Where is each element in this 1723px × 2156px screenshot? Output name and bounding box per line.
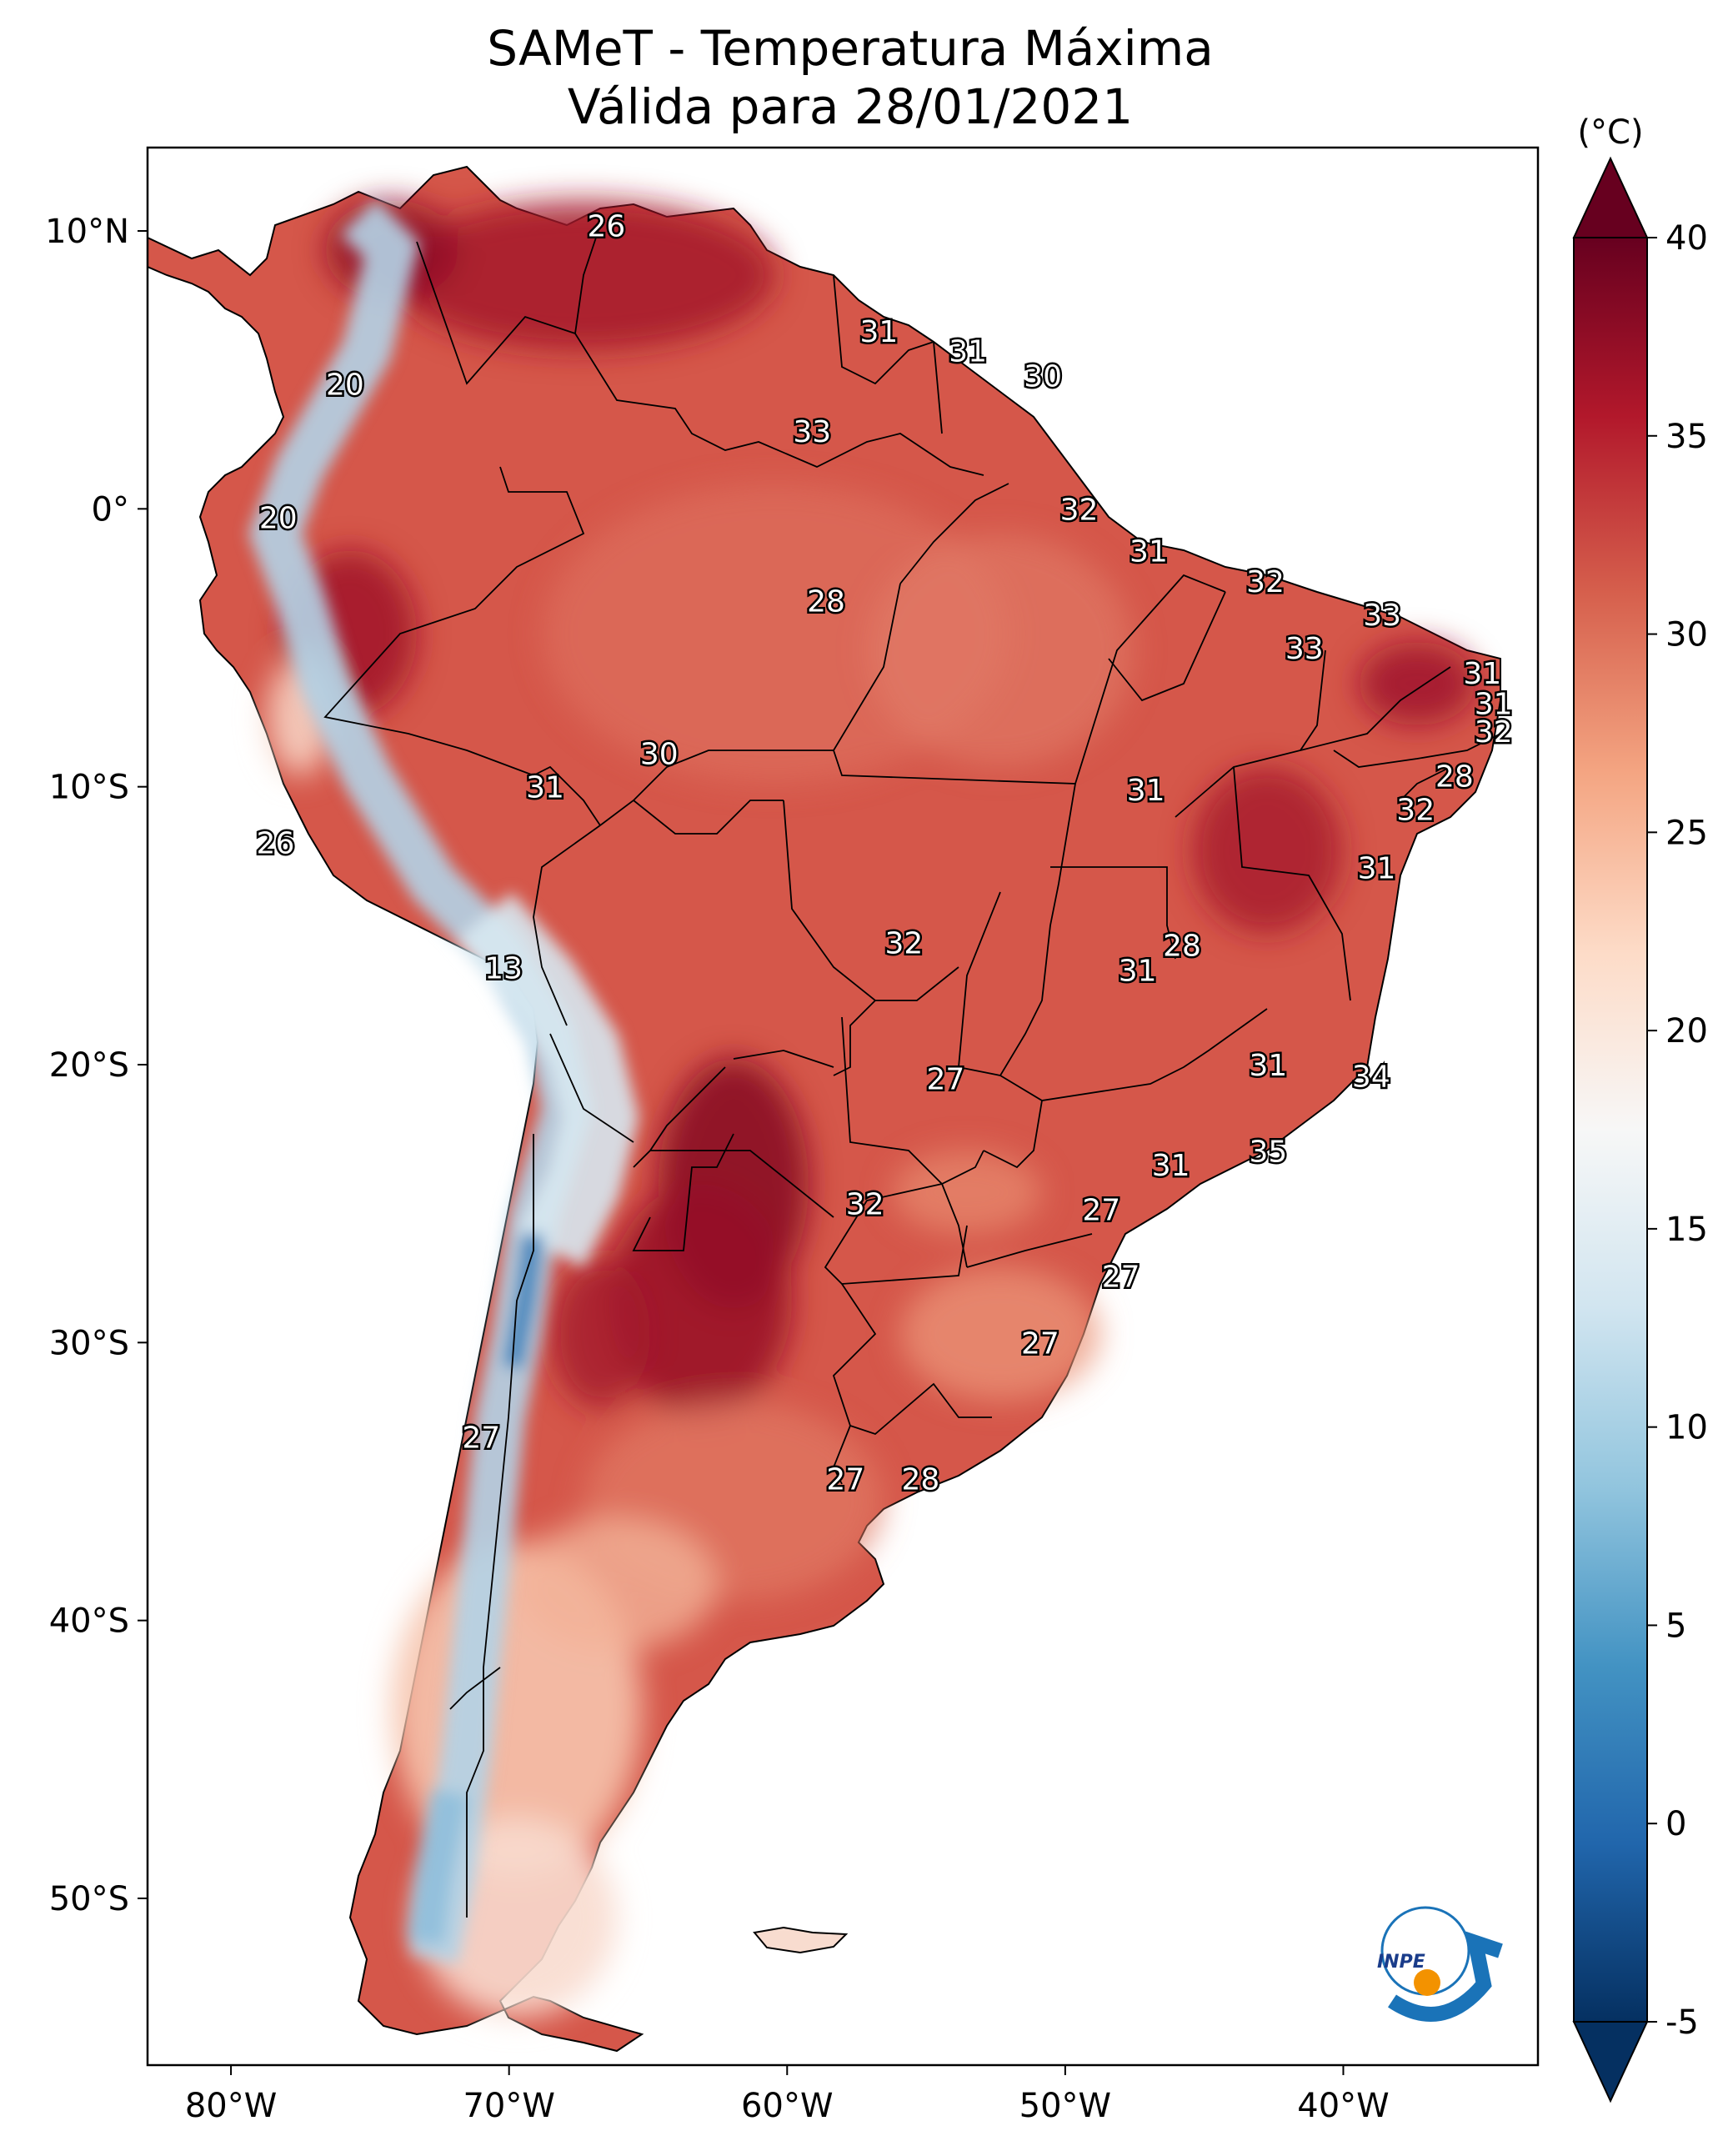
y-tick-label: 20°S (49, 1046, 129, 1085)
station-value-label: 32 (1475, 715, 1513, 750)
colorbar-tick-label: 5 (1665, 1607, 1686, 1645)
colorbar-tick-label: 35 (1665, 418, 1708, 456)
colorbar-tick-label: 20 (1665, 1012, 1708, 1050)
falkland-islands (753, 1926, 849, 1954)
x-tick-label: 40°W (1297, 2087, 1389, 2125)
y-tick-label: 40°S (49, 1602, 129, 1641)
station-value-label: 28 (1163, 930, 1201, 964)
station-value-label: 27 (927, 1063, 965, 1097)
temperature-patches (267, 200, 1475, 2018)
colorbar-tick-label: 30 (1665, 616, 1708, 654)
station-value-label: 31 (1358, 851, 1396, 885)
station-value-label: 34 (1352, 1060, 1390, 1094)
andes-cold-band (248, 198, 639, 1964)
x-tick-label: 70°W (463, 2087, 554, 2125)
map-title-line1: SAMeT - Temperatura Máxima (487, 20, 1214, 77)
inpe-logo: INPE (1377, 1906, 1503, 2022)
station-value-label: 27 (826, 1463, 864, 1497)
colorbar-unit: (°C) (1577, 113, 1643, 152)
station-value-label: 33 (793, 415, 831, 449)
station-value-label: 32 (1396, 793, 1435, 827)
station-value-label: 32 (1060, 493, 1099, 527)
y-tick-label: 50°S (49, 1880, 129, 1918)
station-value-label: 20 (259, 501, 298, 535)
temperature-field (148, 165, 1501, 2053)
station-value-label: 27 (1021, 1326, 1059, 1361)
y-tick-label: 0° (92, 490, 129, 529)
station-value-label: 28 (1435, 760, 1474, 794)
station-value-label: 31 (1152, 1149, 1190, 1183)
y-axis: 10°N 0° 10°S 20°S 30°S 40°S 50°S (45, 213, 148, 1918)
station-value-label: 31 (1463, 657, 1501, 691)
x-axis: 80°W 70°W 60°W 50°W 40°W (185, 2065, 1390, 2125)
colorbar-bar (1573, 237, 1648, 2023)
station-value-label: 30 (1024, 359, 1062, 394)
x-tick-label: 60°W (741, 2087, 833, 2125)
logo-text: INPE (1377, 1952, 1425, 1973)
x-tick-label: 80°W (185, 2087, 277, 2125)
station-value-label: 28 (902, 1463, 940, 1497)
station-value-label: 33 (1363, 599, 1401, 633)
station-value-label: 32 (1246, 565, 1285, 599)
map-title-line2: Válida para 28/01/2021 (568, 78, 1133, 135)
station-value-label: 27 (462, 1421, 500, 1456)
colorbar-tick-label: -5 (1665, 2003, 1699, 2042)
x-tick-label: 50°W (1019, 2087, 1111, 2125)
station-value-label: 32 (846, 1188, 884, 1222)
station-value-label: 31 (1475, 688, 1513, 722)
y-tick-label: 30°S (49, 1324, 129, 1362)
station-value-label: 35 (1250, 1135, 1288, 1169)
station-value-label: 31 (1119, 955, 1157, 989)
logo-arrow-icon (1388, 1931, 1503, 2022)
station-value-label: 27 (1102, 1260, 1140, 1294)
colorbar-extend-bottom (1572, 2021, 1649, 2103)
station-value-label: 20 (326, 368, 364, 402)
station-value-label: 31 (1129, 534, 1168, 569)
map-frame (146, 146, 1540, 2067)
y-tick-label: 10°N (45, 213, 129, 251)
y-tick-label: 10°S (49, 769, 129, 807)
colorbar: (°C) -5 0 5 10 15 20 25 30 35 40 (1572, 113, 1708, 2103)
logo-sun-icon (1414, 1969, 1440, 1996)
station-value-label: 31 (1250, 1049, 1288, 1083)
station-value-label: 31 (949, 334, 987, 369)
station-value-label: 30 (640, 738, 679, 772)
political-borders (323, 224, 1501, 1918)
station-value-label: 28 (807, 584, 845, 619)
station-value-label: 26 (257, 826, 295, 860)
station-value-label: 33 (1285, 632, 1324, 666)
colorbar-tick-label: 0 (1665, 1805, 1686, 1843)
colorbar-extend-top (1572, 156, 1649, 238)
station-value-label: 13 (484, 951, 523, 985)
colorbar-tick-label: 40 (1665, 219, 1708, 258)
station-value-label: 31 (1127, 774, 1165, 808)
station-value-label: 31 (859, 315, 898, 349)
colorbar-tick-label: 15 (1665, 1211, 1708, 1249)
station-value-label: 31 (526, 771, 564, 805)
colorbar-tick-label: 10 (1665, 1409, 1708, 1447)
station-value-label: 27 (1082, 1193, 1120, 1227)
colorbar-tick-label: 25 (1665, 814, 1708, 852)
station-value-label: 26 (588, 209, 626, 243)
station-value-label: 32 (884, 926, 923, 960)
colorbar-ticks: -5 0 5 10 15 20 25 30 35 40 (1647, 219, 1708, 2042)
